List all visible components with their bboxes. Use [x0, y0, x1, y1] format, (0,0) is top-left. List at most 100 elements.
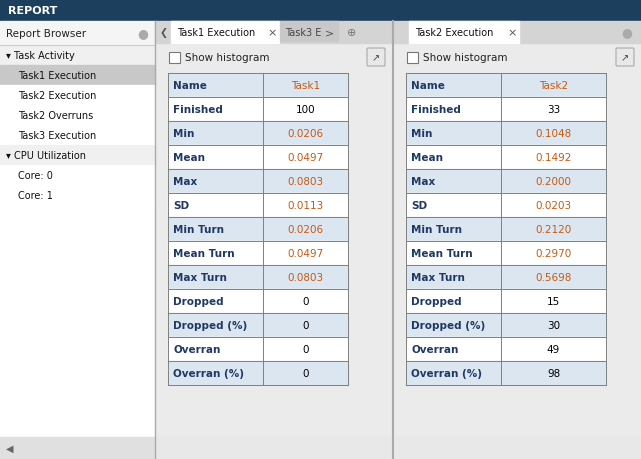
Text: 0.2120: 0.2120 — [535, 224, 572, 235]
Text: 100: 100 — [296, 105, 315, 115]
Bar — [168, 122, 348, 146]
Text: 0.1048: 0.1048 — [535, 129, 572, 139]
Text: Finished: Finished — [411, 105, 461, 115]
Bar — [168, 218, 348, 241]
Bar — [0, 46, 155, 66]
Text: Name: Name — [173, 81, 207, 91]
Text: Task2 Execution: Task2 Execution — [415, 28, 494, 38]
Text: Mean Turn: Mean Turn — [411, 248, 472, 258]
Text: >: > — [326, 28, 335, 38]
Bar — [0, 185, 155, 206]
Text: ●: ● — [622, 27, 633, 39]
Text: ▾ CPU Utilization: ▾ CPU Utilization — [6, 151, 86, 161]
Bar — [280, 22, 338, 42]
Bar — [406, 170, 606, 194]
Text: REPORT: REPORT — [8, 6, 58, 16]
Bar — [168, 241, 348, 265]
Text: 0.5698: 0.5698 — [535, 272, 572, 282]
Bar — [168, 98, 348, 122]
Text: Mean: Mean — [411, 153, 443, 162]
Text: 33: 33 — [547, 105, 560, 115]
Bar — [407, 52, 418, 63]
Text: 0.1492: 0.1492 — [535, 153, 572, 162]
Text: ⊕: ⊕ — [347, 28, 356, 38]
Text: ↗: ↗ — [372, 53, 380, 63]
Bar — [406, 241, 606, 265]
Bar — [406, 289, 606, 313]
Text: Overran (%): Overran (%) — [173, 368, 244, 378]
FancyBboxPatch shape — [616, 49, 634, 67]
Bar — [406, 194, 606, 218]
Bar — [0, 126, 155, 146]
Text: 0: 0 — [303, 320, 309, 330]
Text: 0.0803: 0.0803 — [287, 272, 324, 282]
Text: 49: 49 — [547, 344, 560, 354]
Bar — [0, 166, 155, 185]
Text: ▾ Task Activity: ▾ Task Activity — [6, 51, 75, 61]
Text: 98: 98 — [547, 368, 560, 378]
Text: SD: SD — [411, 201, 427, 211]
Text: 0.2000: 0.2000 — [535, 177, 572, 187]
Text: Name: Name — [411, 81, 445, 91]
Text: Task3 Execution: Task3 Execution — [18, 131, 96, 141]
Bar — [406, 74, 606, 98]
Text: 15: 15 — [547, 297, 560, 306]
Text: 0.0497: 0.0497 — [287, 153, 324, 162]
Bar — [168, 289, 348, 313]
Text: ◀: ◀ — [6, 443, 13, 453]
Text: Finished: Finished — [173, 105, 223, 115]
Bar — [0, 106, 155, 126]
Text: Task2 Execution: Task2 Execution — [18, 91, 96, 101]
Bar — [406, 98, 606, 122]
Text: 0.0113: 0.0113 — [287, 201, 324, 211]
Bar — [168, 337, 348, 361]
Bar — [409, 22, 519, 44]
Bar — [406, 122, 606, 146]
Bar — [168, 74, 348, 98]
Bar — [168, 170, 348, 194]
Text: Mean: Mean — [173, 153, 205, 162]
Text: Max: Max — [411, 177, 435, 187]
Bar — [0, 437, 155, 459]
Text: Mean Turn: Mean Turn — [173, 248, 235, 258]
Text: Overran: Overran — [411, 344, 458, 354]
Bar — [406, 313, 606, 337]
Text: 0: 0 — [303, 344, 309, 354]
Bar — [168, 313, 348, 337]
Bar — [406, 361, 606, 385]
Text: 0.2970: 0.2970 — [535, 248, 572, 258]
Bar — [168, 265, 348, 289]
Text: Min Turn: Min Turn — [411, 224, 462, 235]
Text: 0: 0 — [303, 368, 309, 378]
Text: Task1 Execution: Task1 Execution — [18, 71, 96, 81]
Bar — [155, 44, 393, 437]
Text: Task3 E: Task3 E — [285, 28, 321, 38]
Text: Max: Max — [173, 177, 197, 187]
Text: ×: × — [267, 28, 277, 38]
Text: 0.0803: 0.0803 — [287, 177, 324, 187]
Text: Task2 Overruns: Task2 Overruns — [18, 111, 93, 121]
Bar — [155, 22, 393, 44]
Text: SD: SD — [173, 201, 189, 211]
Text: Dropped: Dropped — [173, 297, 224, 306]
Text: Show histogram: Show histogram — [185, 53, 269, 63]
Text: 0: 0 — [303, 297, 309, 306]
Text: 0.0203: 0.0203 — [535, 201, 572, 211]
Bar — [393, 44, 641, 437]
Text: ×: × — [507, 28, 517, 38]
Text: 0.0206: 0.0206 — [287, 224, 324, 235]
Bar — [168, 194, 348, 218]
Bar — [169, 52, 180, 63]
Text: 0.0206: 0.0206 — [287, 129, 324, 139]
Text: Max Turn: Max Turn — [173, 272, 227, 282]
Text: 30: 30 — [547, 320, 560, 330]
Bar — [0, 22, 155, 46]
Bar — [406, 337, 606, 361]
Text: Dropped (%): Dropped (%) — [411, 320, 485, 330]
Text: Dropped: Dropped — [411, 297, 462, 306]
Text: Core: 1: Core: 1 — [18, 190, 53, 201]
Text: ●: ● — [138, 28, 149, 40]
Bar — [0, 66, 155, 86]
Text: Overran: Overran — [173, 344, 221, 354]
Bar — [0, 0, 641, 22]
